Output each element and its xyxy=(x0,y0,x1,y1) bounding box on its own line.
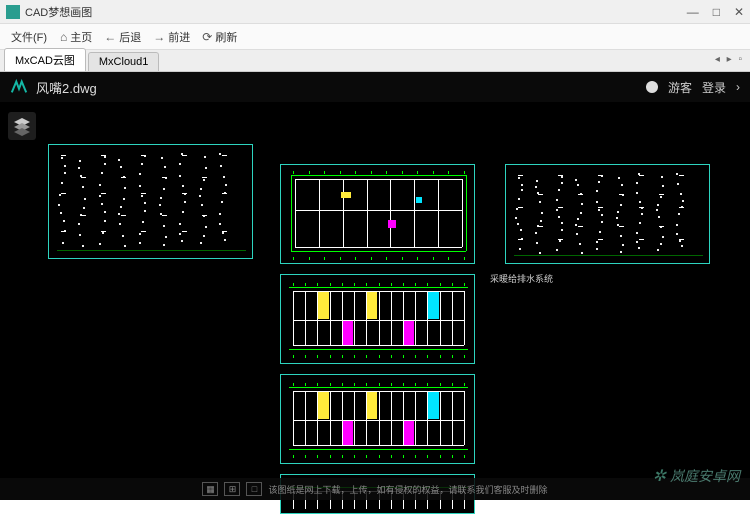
window-controls: — □ ✕ xyxy=(687,5,744,19)
close-button[interactable]: ✕ xyxy=(734,5,744,19)
maximize-button[interactable]: □ xyxy=(713,5,720,19)
drawing-sheet[interactable] xyxy=(280,274,475,364)
back-icon: ← xyxy=(104,30,116,44)
nav-back[interactable]: ←后退 xyxy=(100,27,145,47)
annotation-label: 采暖给排水系统 xyxy=(490,272,553,285)
drawing-canvas[interactable] xyxy=(0,102,750,500)
nav-refresh[interactable]: ⟳刷新 xyxy=(198,27,241,47)
forward-icon: → xyxy=(153,30,165,44)
drawing-sheet[interactable] xyxy=(505,164,710,264)
footer-tool-2[interactable]: ⊞ xyxy=(224,482,240,496)
watermark-icon: ✲ xyxy=(653,466,666,486)
workspace: 风嘴2.dwg 游客 登录 › 采暖给排水系统 ▦ ⊞ □ 该图纸是网上下载，上… xyxy=(0,72,750,500)
guest-label: 游客 xyxy=(668,79,692,96)
footer-bar: ▦ ⊞ □ 该图纸是网上下载，上传，如有侵权的权益，请联系我们客服及时删除 xyxy=(0,478,750,500)
tab-mxcad[interactable]: MxCAD云图 xyxy=(4,48,86,71)
tab-nav[interactable]: ◂ ▸ ▫ xyxy=(715,54,744,65)
nav-refresh-label: 刷新 xyxy=(215,29,237,45)
home-icon: ⌂ xyxy=(60,30,67,44)
watermark: ✲ 岚庭安卓网 xyxy=(653,466,740,486)
tabstrip: MxCAD云图 MxCloud1 ◂ ▸ ▫ xyxy=(0,50,750,72)
nav-forward-label: 前进 xyxy=(168,29,190,45)
workspace-header: 风嘴2.dwg 游客 登录 › xyxy=(0,72,750,102)
avatar-icon xyxy=(646,81,658,93)
nav-back-label: 后退 xyxy=(119,29,141,45)
app-logo-icon xyxy=(10,78,28,96)
drawing-sheet[interactable] xyxy=(280,374,475,464)
footer-tool-3[interactable]: □ xyxy=(246,482,262,496)
footer-tool-1[interactable]: ▦ xyxy=(202,482,218,496)
drawing-sheet[interactable] xyxy=(48,144,253,259)
window-titlebar: CAD梦想画图 — □ ✕ xyxy=(0,0,750,24)
minimize-button[interactable]: — xyxy=(687,5,699,19)
user-area: 游客 登录 › xyxy=(646,79,740,96)
document-filename: 风嘴2.dwg xyxy=(36,78,646,97)
nav-home[interactable]: ⌂主页 xyxy=(56,27,96,47)
watermark-text: 岚庭安卓网 xyxy=(670,466,740,486)
tab-mxcloud1[interactable]: MxCloud1 xyxy=(88,52,160,71)
app-icon xyxy=(6,5,20,19)
chevron-right-icon[interactable]: › xyxy=(736,80,740,94)
nav-home-label: 主页 xyxy=(70,29,92,45)
footer-text: 该图纸是网上下载，上传，如有侵权的权益，请联系我们客服及时删除 xyxy=(268,483,547,496)
login-button[interactable]: 登录 xyxy=(702,79,726,96)
window-title: CAD梦想画图 xyxy=(25,4,687,20)
menubar: 文件(F) ⌂主页 ←后退 →前进 ⟳刷新 xyxy=(0,24,750,50)
nav-forward[interactable]: →前进 xyxy=(149,27,194,47)
drawing-sheet[interactable] xyxy=(280,164,475,264)
menu-file[interactable]: 文件(F) xyxy=(6,26,52,48)
refresh-icon: ⟳ xyxy=(202,30,212,44)
